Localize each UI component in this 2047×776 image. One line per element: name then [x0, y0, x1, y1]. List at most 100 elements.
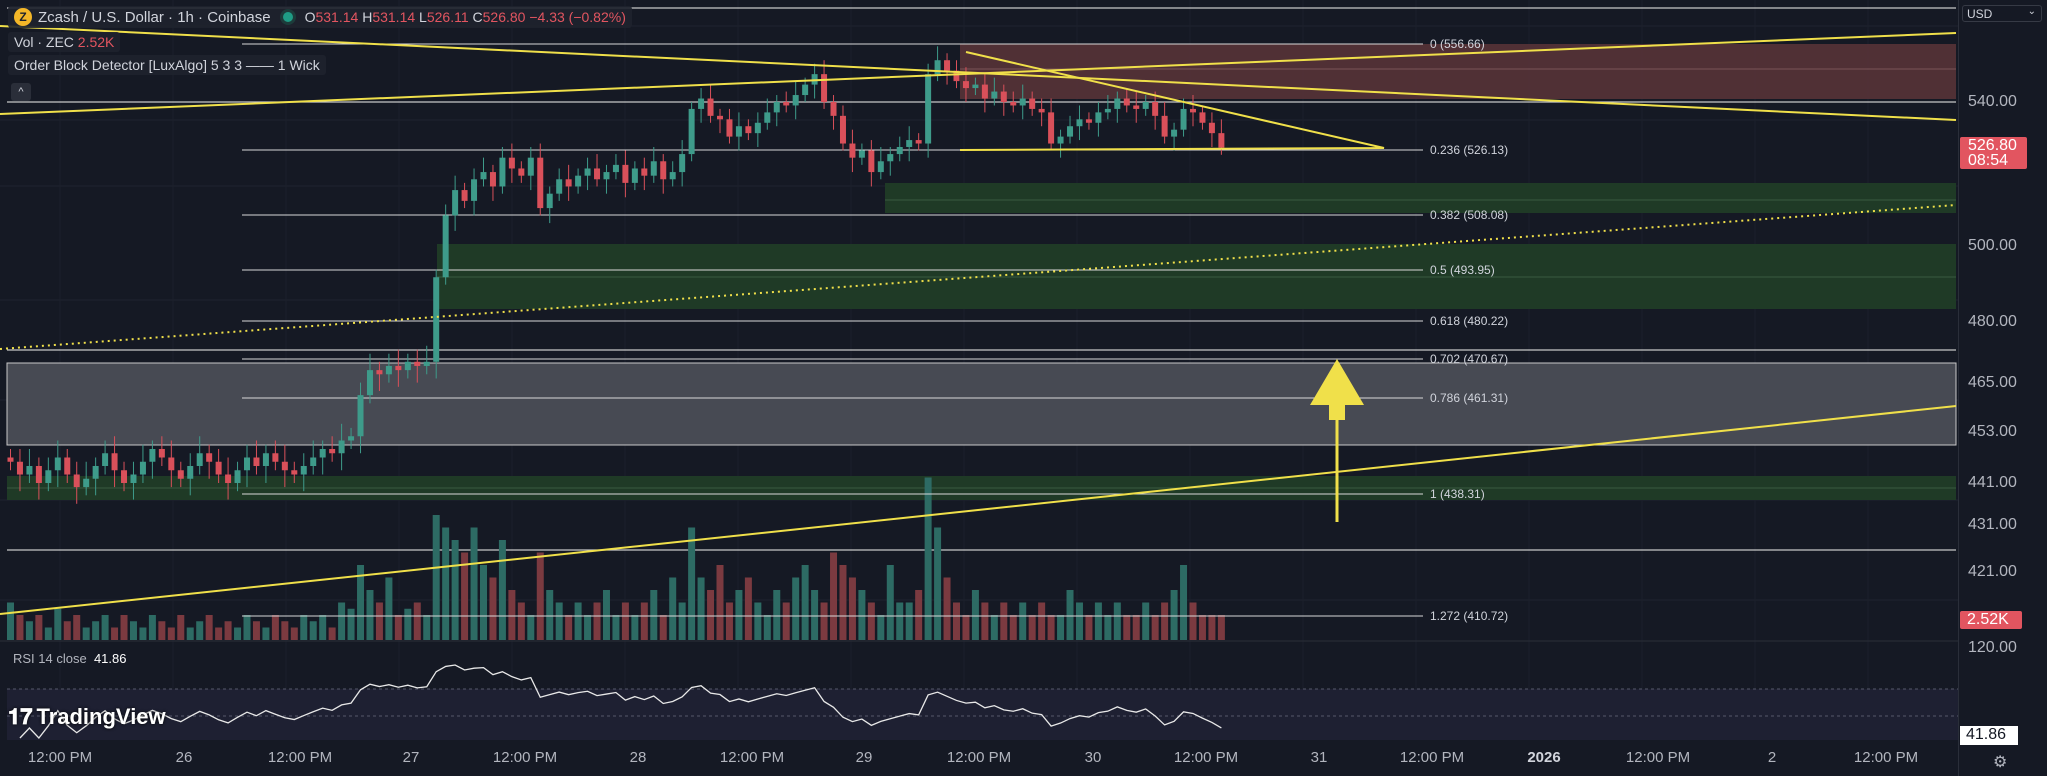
- time-axis-label: 12:00 PM: [719, 749, 785, 766]
- candle-body: [679, 154, 686, 173]
- candle-body: [225, 474, 232, 483]
- fib-level-label: 0.236 (526.13): [1430, 143, 1509, 157]
- volume-bar: [1000, 602, 1008, 640]
- candle-body: [735, 126, 742, 137]
- price-axis[interactable]: [1958, 0, 2047, 776]
- settings-icon[interactable]: ⚙: [1993, 754, 2008, 771]
- candle-body: [1161, 115, 1168, 137]
- candle-body: [717, 115, 723, 120]
- candle-body: [707, 98, 714, 116]
- candle-body: [395, 365, 402, 371]
- time-axis-label: 12:00 PM: [1173, 749, 1239, 766]
- price-axis-label: 500.00: [1968, 237, 2017, 255]
- currency-select[interactable]: USD ⌄: [1962, 5, 2042, 22]
- volume-bar: [593, 602, 601, 640]
- volume-bar: [565, 615, 573, 640]
- volume-bar: [782, 602, 790, 640]
- volume-bar: [801, 565, 809, 640]
- volume-bar: [243, 615, 251, 640]
- trendline: [0, 32, 1957, 115]
- volume-bar: [858, 590, 866, 640]
- volume-bar: [707, 590, 715, 640]
- volume-bar: [848, 577, 856, 640]
- volume-bar: [1028, 615, 1036, 640]
- time-axis-label: 12:00 PM: [492, 749, 558, 766]
- candle-body: [792, 95, 799, 106]
- volume-bar: [1142, 602, 1150, 640]
- volume-bar: [971, 590, 979, 640]
- collapse-legend-button[interactable]: ^: [11, 83, 31, 101]
- time-axis-label: 2: [1767, 749, 1777, 766]
- volume-bar: [366, 590, 374, 640]
- symbol-legend[interactable]: Z Zcash / U.S. Dollar · 1h · Coinbase O5…: [8, 6, 632, 28]
- bullish-order-block: [885, 183, 1956, 213]
- candle-body: [35, 466, 42, 483]
- candle-body: [1038, 108, 1045, 113]
- volume-bar: [877, 615, 885, 640]
- volume-bar: [754, 602, 762, 640]
- indicator-legend[interactable]: Order Block Detector [LuxAlgo] 5 3 3 —— …: [8, 55, 326, 75]
- candle-body: [177, 470, 184, 479]
- candle-body: [158, 449, 165, 458]
- volume-bar: [73, 615, 81, 640]
- candle-body: [45, 470, 52, 483]
- volume-bar: [480, 565, 487, 640]
- volume-bar: [640, 602, 648, 640]
- volume-bar: [735, 590, 743, 640]
- volume-bar: [1113, 602, 1121, 640]
- candle-body: [1171, 129, 1178, 137]
- price-axis-label: 441.00: [1968, 474, 2017, 491]
- tradingview-logo[interactable]: 𝟏𝟕 TradingView: [8, 704, 166, 729]
- volume-bar: [773, 590, 781, 640]
- candle-body: [1085, 119, 1092, 123]
- volume-bar: [1009, 615, 1017, 640]
- candle-body: [612, 164, 619, 173]
- candle-body: [594, 168, 601, 180]
- volume-bar: [328, 627, 336, 640]
- candle-body: [669, 172, 676, 180]
- candle-body: [1208, 122, 1215, 134]
- volume-bar: [196, 621, 204, 640]
- volume-bar: [489, 577, 497, 640]
- candle-body: [338, 440, 345, 454]
- candle-body: [83, 478, 90, 488]
- volume-bar: [508, 590, 516, 640]
- volume-bar: [338, 602, 346, 640]
- volume-bar: [461, 552, 469, 640]
- candle-body: [981, 84, 988, 99]
- price-axis-label: 465.00: [1968, 373, 2017, 391]
- candle-body: [130, 474, 137, 483]
- price-chart[interactable]: [0, 0, 1958, 776]
- candle-body: [1010, 102, 1017, 106]
- candle-body: [925, 74, 932, 144]
- volume-bar: [1057, 615, 1065, 640]
- candle-body: [1095, 112, 1102, 123]
- volume-bar: [981, 602, 989, 640]
- candle-body: [839, 115, 846, 144]
- time-axis-label: 12:00 PM: [946, 749, 1012, 766]
- volume-bar: [262, 627, 270, 640]
- volume-bar: [517, 602, 525, 640]
- volume-bar: [120, 615, 128, 640]
- candle-body: [1199, 112, 1206, 123]
- candle-body: [868, 150, 875, 173]
- volume-bar: [1151, 615, 1159, 640]
- volume-bar: [16, 615, 24, 640]
- volume-bar: [394, 615, 402, 640]
- candle-body: [471, 179, 478, 201]
- symbol-title[interactable]: Zcash / U.S. Dollar · 1h · Coinbase: [38, 8, 271, 26]
- candle-body: [1133, 105, 1140, 109]
- volume-bar: [423, 615, 431, 640]
- volume-bar: [1038, 602, 1046, 640]
- rsi-legend[interactable]: RSI 14 close 41.86: [13, 651, 127, 666]
- volume-bar: [101, 615, 109, 640]
- volume-bar: [669, 577, 677, 640]
- volume-legend[interactable]: Vol · ZEC 2.52K: [8, 32, 121, 52]
- volume-bar: [962, 615, 970, 640]
- candle-body: [754, 122, 761, 134]
- volume-bar: [1085, 615, 1093, 640]
- price-axis-label: 540.00: [1968, 93, 2017, 110]
- candle-body: [111, 453, 118, 471]
- candle-body: [423, 361, 430, 366]
- candle-body: [16, 461, 23, 475]
